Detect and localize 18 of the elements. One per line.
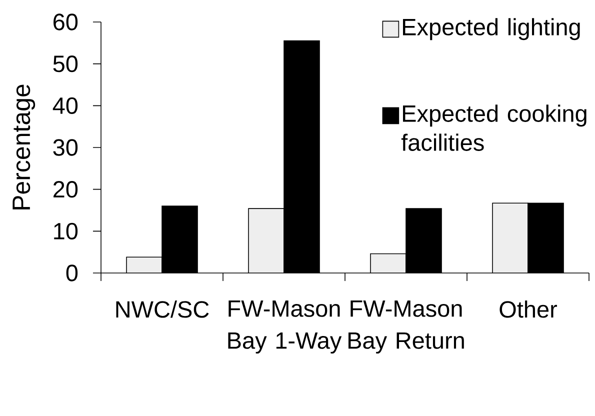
x-tick-label: NWC/SC [116,300,209,318]
y-axis-title: Percentage [12,84,36,210]
y-tick-label: 50 [53,56,78,72]
y-tick-label: 30 [53,139,78,156]
bar [248,208,284,273]
bar [492,202,528,273]
bar [126,257,162,273]
y-tick-label: 0 [66,264,78,282]
x-tick-label: Other [500,300,557,318]
legend-label: Expected cooking facilities [401,104,586,151]
bar [370,254,406,273]
y-tick-label: 60 [54,14,78,30]
y-tick-label: 10 [54,222,78,240]
y-tick-label: 40 [52,97,78,114]
y-tick-label: 20 [54,181,78,198]
x-tick-label: FW-Mason Bay 1-Way [228,300,342,354]
x-tick-label: FW-Mason Bay Return [348,300,464,354]
legend-label: Expected lighting [403,18,580,40]
